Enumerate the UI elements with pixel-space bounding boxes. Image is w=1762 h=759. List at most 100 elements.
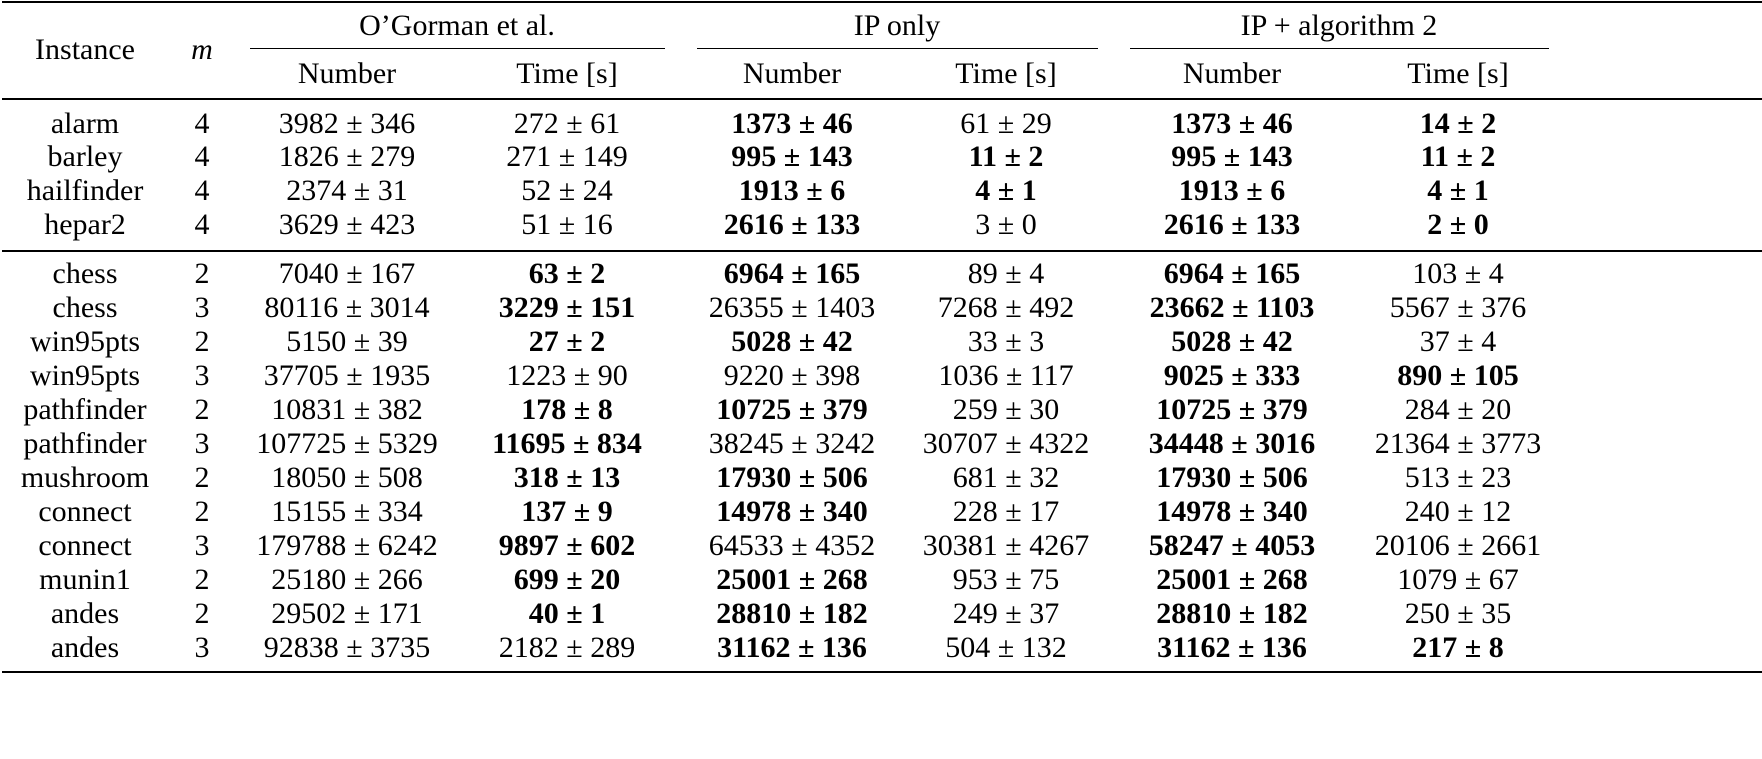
cell-ip-only-time: 1036 ± 117 (938, 359, 1074, 392)
header-time-ogorman: Time [s] (516, 57, 618, 90)
cell-ip-only-time: 953 ± 75 (952, 563, 1060, 596)
cell-ip-alg2-time: 37 ± 4 (1419, 325, 1497, 358)
cell-ip-alg2-time: 5567 ± 376 (1389, 291, 1527, 324)
cell-ogorman-number: 29502 ± 171 (271, 597, 423, 630)
cell-ip-alg2-number: 14978 ± 340 (1156, 495, 1308, 528)
cell-ogorman-time: 9897 ± 602 (498, 529, 636, 562)
cell-ip-only-time: 3 ± 0 (975, 208, 1037, 241)
cell-m: 2 (194, 495, 210, 528)
header-rule (2, 98, 1762, 100)
cell-ip-only-time: 681 ± 32 (952, 461, 1060, 494)
cell-ip-alg2-number: 25001 ± 268 (1156, 563, 1308, 596)
cell-ogorman-time: 2182 ± 289 (498, 631, 636, 664)
cell-instance: pathfinder (23, 427, 147, 460)
cell-ip-only-number: 38245 ± 3242 (708, 427, 876, 460)
cell-ip-alg2-time: 21364 ± 3773 (1374, 427, 1542, 460)
cell-instance: chess (52, 291, 118, 324)
cell-ip-only-number: 2616 ± 133 (723, 208, 861, 241)
cell-m: 2 (194, 325, 210, 358)
cell-instance: win95pts (29, 325, 141, 358)
cell-ip-alg2-time: 11 ± 2 (1420, 140, 1496, 173)
cell-m: 4 (194, 174, 210, 207)
cell-ip-alg2-time: 284 ± 20 (1404, 393, 1512, 426)
cell-ogorman-time: 1223 ± 90 (506, 359, 628, 392)
cell-ip-only-number: 1373 ± 46 (731, 107, 853, 140)
cell-ip-only-time: 4 ± 1 (975, 174, 1037, 207)
cell-ip-alg2-number: 2616 ± 133 (1163, 208, 1301, 241)
cell-ip-only-number: 17930 ± 506 (716, 461, 868, 494)
cell-ip-only-time: 30707 ± 4322 (922, 427, 1090, 460)
cell-ogorman-number: 2374 ± 31 (286, 174, 408, 207)
cell-m: 3 (194, 529, 210, 562)
cell-ip-alg2-number: 10725 ± 379 (1156, 393, 1308, 426)
cell-m: 2 (194, 563, 210, 596)
cell-ip-alg2-number: 17930 ± 506 (1156, 461, 1308, 494)
cell-ip-only-number: 995 ± 143 (731, 140, 853, 173)
group-rule-ogorman (250, 48, 665, 49)
cell-ogorman-number: 25180 ± 266 (271, 563, 423, 596)
cell-ogorman-time: 11695 ± 834 (492, 427, 642, 460)
cell-instance: andes (50, 631, 120, 664)
cell-ogorman-number: 3629 ± 423 (278, 208, 416, 241)
cell-ogorman-number: 179788 ± 6242 (256, 529, 438, 562)
cell-ip-alg2-number: 1373 ± 46 (1171, 107, 1293, 140)
cell-ogorman-number: 107725 ± 5329 (256, 427, 438, 460)
cell-ip-alg2-number: 31162 ± 136 (1157, 631, 1307, 664)
cell-ip-only-number: 14978 ± 340 (716, 495, 868, 528)
cell-m: 2 (194, 257, 210, 290)
cell-m: 4 (194, 208, 210, 241)
cell-ogorman-time: 318 ± 13 (513, 461, 621, 494)
cell-ip-alg2-number: 5028 ± 42 (1171, 325, 1293, 358)
bottom-rule (2, 671, 1762, 673)
cell-ip-alg2-number: 6964 ± 165 (1163, 257, 1301, 290)
cell-ip-only-time: 11 ± 2 (968, 140, 1044, 173)
cell-ogorman-number: 5150 ± 39 (286, 325, 408, 358)
cell-ogorman-time: 3229 ± 151 (498, 291, 636, 324)
cell-ip-alg2-time: 240 ± 12 (1404, 495, 1512, 528)
cell-ogorman-number: 80116 ± 3014 (264, 291, 430, 324)
cell-ip-alg2-number: 1913 ± 6 (1178, 174, 1286, 207)
cell-ogorman-time: 27 ± 2 (528, 325, 606, 358)
cell-ip-only-number: 26355 ± 1403 (708, 291, 876, 324)
cell-ogorman-number: 37705 ± 1935 (263, 359, 431, 392)
cell-ip-alg2-time: 513 ± 23 (1404, 461, 1512, 494)
cell-instance: mushroom (20, 461, 150, 494)
cell-ip-only-time: 249 ± 37 (952, 597, 1060, 630)
cell-ogorman-time: 271 ± 149 (506, 140, 628, 173)
cell-ip-alg2-number: 34448 ± 3016 (1148, 427, 1316, 460)
cell-ip-only-time: 61 ± 29 (960, 107, 1052, 140)
cell-m: 3 (194, 359, 210, 392)
cell-ip-only-number: 9220 ± 398 (723, 359, 861, 392)
cell-ogorman-number: 7040 ± 167 (278, 257, 416, 290)
cell-ip-only-time: 30381 ± 4267 (922, 529, 1090, 562)
cell-ip-only-time: 228 ± 17 (952, 495, 1060, 528)
cell-ip-alg2-time: 890 ± 105 (1397, 359, 1519, 392)
cell-instance: win95pts (29, 359, 141, 392)
cell-m: 3 (194, 427, 210, 460)
cell-ip-only-number: 64533 ± 4352 (708, 529, 876, 562)
cell-ip-only-time: 259 ± 30 (952, 393, 1060, 426)
cell-m: 3 (194, 291, 210, 324)
header-instance: Instance (35, 33, 135, 66)
cell-ogorman-number: 15155 ± 334 (271, 495, 423, 528)
cell-ogorman-time: 52 ± 24 (521, 174, 613, 207)
cell-ogorman-time: 63 ± 2 (528, 257, 606, 290)
cell-instance: hepar2 (44, 208, 126, 241)
cell-ip-alg2-number: 28810 ± 182 (1156, 597, 1308, 630)
header-number-ip-alg2: Number (1182, 57, 1282, 90)
cell-instance: chess (52, 257, 118, 290)
cell-ip-alg2-time: 250 ± 35 (1404, 597, 1512, 630)
cell-ogorman-number: 10831 ± 382 (271, 393, 423, 426)
cell-ip-alg2-time: 20106 ± 2661 (1374, 529, 1542, 562)
cell-ip-alg2-time: 2 ± 0 (1427, 208, 1489, 241)
group-rule-ip-alg2 (1130, 48, 1549, 49)
cell-ip-only-number: 31162 ± 136 (717, 631, 867, 664)
cell-ogorman-time: 699 ± 20 (513, 563, 621, 596)
cell-instance: andes (50, 597, 120, 630)
cell-ip-only-time: 7268 ± 492 (937, 291, 1075, 324)
cell-instance: connect (38, 495, 132, 528)
cell-instance: barley (47, 140, 123, 173)
header-group-ip-alg2: IP + algorithm 2 (1240, 9, 1438, 42)
header-m: m (191, 33, 213, 66)
